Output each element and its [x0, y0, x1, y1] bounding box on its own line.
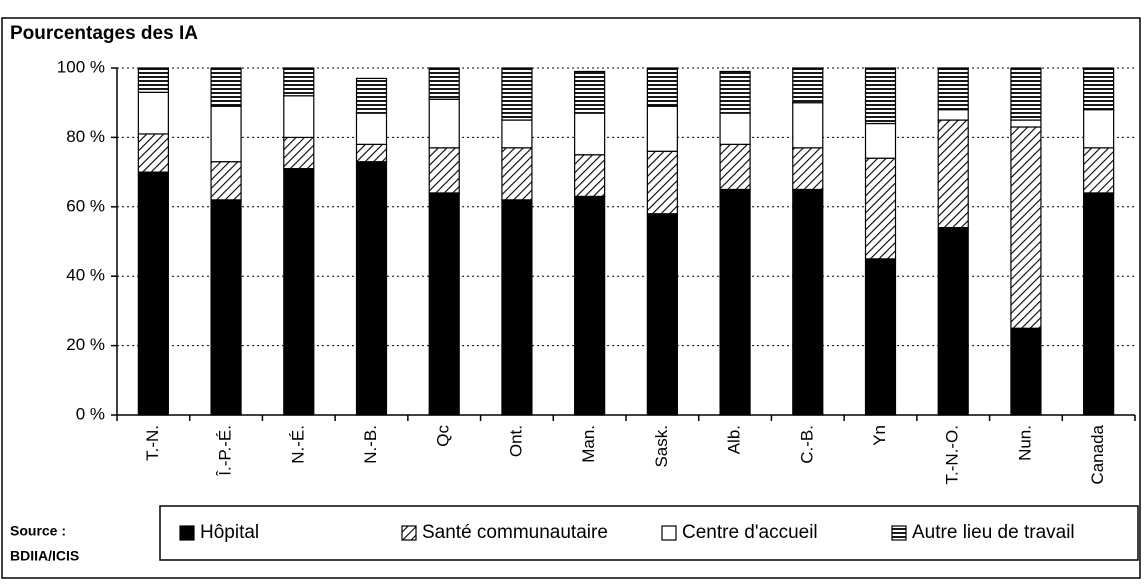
x-tick-label: N.-B. [361, 425, 380, 464]
legend-swatch [401, 525, 417, 541]
x-tick-label: Alb. [725, 425, 744, 454]
x-tick-label: C.-B. [797, 425, 816, 464]
y-tick-label: 60 % [66, 196, 105, 215]
x-tick-label: Sask. [652, 425, 671, 468]
x-tick-label: Ont. [506, 425, 525, 457]
legend-label: Santé communautaire [422, 522, 608, 543]
x-tick-label: Canada [1088, 424, 1107, 484]
y-tick-label: 20 % [66, 335, 105, 354]
legend-box [159, 505, 1139, 561]
bar-segment [428, 147, 460, 194]
bar-segment [792, 188, 824, 416]
bar-segment [719, 70, 751, 114]
bar-segment [1083, 147, 1115, 194]
bar-segment [1083, 67, 1115, 111]
x-tick-label: T.-N.-O. [943, 425, 962, 485]
bar-segment [646, 150, 678, 215]
bar-segment [719, 112, 751, 145]
bar-segment [937, 67, 969, 111]
bar-segment [355, 77, 388, 114]
bar-segment [1010, 67, 1042, 121]
bar-segment [1010, 126, 1042, 329]
legend-swatch [179, 525, 195, 541]
y-tick-label: 0 % [76, 404, 105, 423]
bar-segment [1010, 327, 1042, 416]
bar-segment [283, 95, 315, 139]
y-tick-label: 40 % [66, 266, 105, 285]
bar-segment [210, 199, 242, 416]
x-tick-label: Yn [870, 425, 889, 446]
bar-segment [719, 143, 751, 191]
bar-segment [1010, 119, 1042, 128]
bar-segment [864, 122, 897, 159]
bar-segment [864, 67, 897, 125]
legend-swatch [661, 525, 677, 541]
bar-segment [646, 67, 678, 107]
bar-segment [937, 227, 969, 416]
bar-segment [792, 147, 824, 191]
bar-segment [864, 157, 897, 260]
bar-segment [864, 258, 897, 416]
source-line: BDIIA/ICIS [10, 548, 79, 564]
bar-segment [210, 67, 242, 107]
bar-segment [937, 119, 969, 229]
bar-segment [501, 147, 533, 201]
source-line: Source : [10, 523, 66, 539]
legend-label: Autre lieu de travail [912, 522, 1075, 543]
x-tick-label: T.-N. [143, 425, 162, 461]
bar-segment [646, 213, 678, 416]
y-tick-label: 100 % [57, 57, 105, 76]
bar-segment [137, 171, 169, 416]
x-tick-label: Nun. [1015, 425, 1034, 461]
bar-segment [937, 109, 969, 121]
bar-segment [137, 67, 169, 93]
bar-segment [574, 70, 606, 114]
x-tick-label: N.-É. [288, 425, 307, 464]
bar-segment [792, 102, 824, 149]
bar-segment [137, 91, 169, 135]
bar-segment [355, 143, 388, 163]
bar-segment [283, 136, 315, 170]
bar-segment [501, 199, 533, 416]
bar-segment [501, 119, 533, 149]
bar-segment [428, 192, 460, 416]
bar-segment [283, 168, 315, 416]
bar-segment [1083, 192, 1115, 416]
frame [1, 17, 1141, 579]
chart-title: Pourcentages des IA [10, 23, 198, 44]
bar-segment [574, 154, 606, 197]
bar-segment [1083, 109, 1115, 149]
bar-segment [283, 67, 315, 97]
bar-segment [574, 195, 606, 416]
bar-segment [719, 188, 751, 416]
bar-segment [137, 133, 169, 173]
bar-segment [574, 112, 606, 156]
bar-segment [428, 98, 460, 149]
bar-segment [646, 105, 678, 152]
legend-label: Centre d'accueil [682, 522, 818, 543]
bar-segment [355, 161, 388, 416]
y-tick-label: 80 % [66, 127, 105, 146]
legend-swatch [891, 525, 907, 541]
bar-segment [210, 105, 242, 163]
x-tick-label: Î.-P.-É. [216, 425, 235, 477]
bar-segment [210, 161, 242, 201]
legend-label: Hôpital [200, 522, 259, 543]
x-tick-label: Man. [579, 425, 598, 463]
bar-segment [792, 67, 824, 104]
bar-segment [428, 67, 460, 100]
x-tick-label: Qc [434, 425, 453, 447]
bar-segment [501, 67, 533, 121]
bar-segment [355, 112, 388, 145]
